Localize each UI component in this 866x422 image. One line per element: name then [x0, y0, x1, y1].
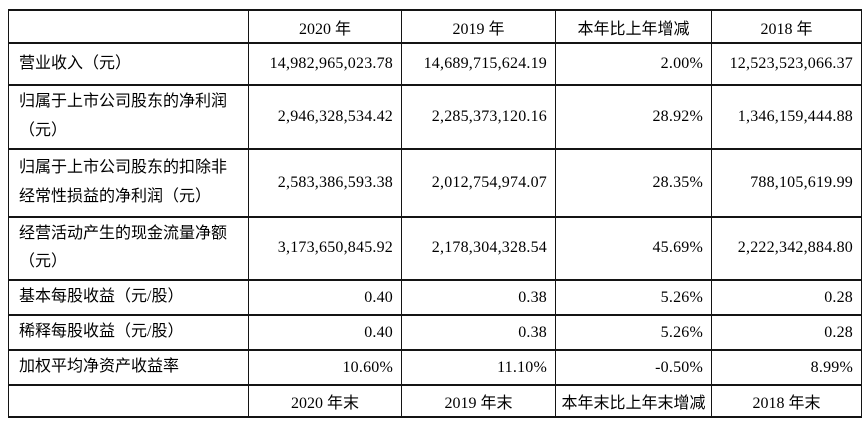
header-cell-2020: 2020 年: [248, 9, 402, 44]
table-row-net-profit-excl-nonrecurring: 归属于上市公司股东的扣除非经常性损益的净利润（元） 2,583,386,593.…: [8, 147, 862, 218]
value-cell-2018: 8.99%: [711, 349, 862, 387]
value-cell-2018: 0.28: [711, 279, 862, 317]
value-cell-change: -0.50%: [555, 349, 712, 387]
value-cell-2018: 0.28: [711, 314, 862, 352]
value-cell-2019: 14,689,715,624.19: [401, 42, 556, 86]
footer-cell-yearend-change: 本年末比上年末增减: [555, 384, 712, 419]
value-cell-2018: 12,523,523,066.37: [711, 42, 862, 86]
row-label-cell: 归属于上市公司股东的扣除非经常性损益的净利润（元）: [8, 147, 249, 218]
financial-summary-table: 2020 年 2019 年 本年比上年增减 2018 年 营业收入（元） 14,…: [8, 9, 862, 419]
row-label-cell: 加权平均净资产收益率: [8, 349, 249, 387]
row-label-cell: 基本每股收益（元/股）: [8, 279, 249, 317]
row-label-cell: 经营活动产生的现金流量净额（元）: [8, 215, 249, 282]
value-cell-2020: 10.60%: [248, 349, 402, 387]
table-row-weighted-avg-roe: 加权平均净资产收益率 10.60% 11.10% -0.50% 8.99%: [8, 349, 862, 387]
value-cell-2020: 14,982,965,023.78: [248, 42, 402, 86]
table-row-diluted-eps: 稀释每股收益（元/股） 0.40 0.38 5.26% 0.28: [8, 314, 862, 352]
header-cell-yoy-change: 本年比上年增减: [555, 9, 712, 44]
value-cell-2019: 0.38: [401, 314, 556, 352]
value-cell-change: 28.35%: [555, 147, 712, 218]
header-cell-blank: [8, 9, 249, 44]
value-cell-2020: 0.40: [248, 279, 402, 317]
footer-cell-2020-yearend: 2020 年末: [248, 384, 402, 419]
footer-cell-2018-yearend: 2018 年末: [711, 384, 862, 419]
value-cell-2018: 788,105,619.99: [711, 147, 862, 218]
header-cell-2018: 2018 年: [711, 9, 862, 44]
row-label-cell: 稀释每股收益（元/股）: [8, 314, 249, 352]
value-cell-2019: 2,012,754,974.07: [401, 147, 556, 218]
value-cell-2019: 0.38: [401, 279, 556, 317]
footer-header-row: 2020 年末 2019 年末 本年末比上年末增减 2018 年末: [8, 384, 862, 419]
value-cell-2020: 0.40: [248, 314, 402, 352]
value-cell-2020: 2,583,386,593.38: [248, 147, 402, 218]
table-row-net-profit: 归属于上市公司股东的净利润（元） 2,946,328,534.42 2,285,…: [8, 84, 862, 150]
footer-cell-2019-yearend: 2019 年末: [401, 384, 556, 419]
value-cell-change: 28.92%: [555, 84, 712, 150]
value-cell-2018: 1,346,159,444.88: [711, 84, 862, 150]
value-cell-2018: 2,222,342,884.80: [711, 215, 862, 282]
table-row-basic-eps: 基本每股收益（元/股） 0.40 0.38 5.26% 0.28: [8, 279, 862, 317]
footer-cell-blank: [8, 384, 249, 419]
row-label-cell: 归属于上市公司股东的净利润（元）: [8, 84, 249, 150]
value-cell-change: 45.69%: [555, 215, 712, 282]
table-row-operating-cash-flow: 经营活动产生的现金流量净额（元） 3,173,650,845.92 2,178,…: [8, 215, 862, 282]
value-cell-2020: 3,173,650,845.92: [248, 215, 402, 282]
header-row: 2020 年 2019 年 本年比上年增减 2018 年: [8, 9, 862, 44]
header-cell-2019: 2019 年: [401, 9, 556, 44]
table-row-revenue: 营业收入（元） 14,982,965,023.78 14,689,715,624…: [8, 42, 862, 86]
value-cell-2020: 2,946,328,534.42: [248, 84, 402, 150]
row-label-cell: 营业收入（元）: [8, 42, 249, 86]
value-cell-2019: 2,178,304,328.54: [401, 215, 556, 282]
value-cell-change: 5.26%: [555, 279, 712, 317]
value-cell-2019: 2,285,373,120.16: [401, 84, 556, 150]
value-cell-change: 2.00%: [555, 42, 712, 86]
value-cell-2019: 11.10%: [401, 349, 556, 387]
value-cell-change: 5.26%: [555, 314, 712, 352]
